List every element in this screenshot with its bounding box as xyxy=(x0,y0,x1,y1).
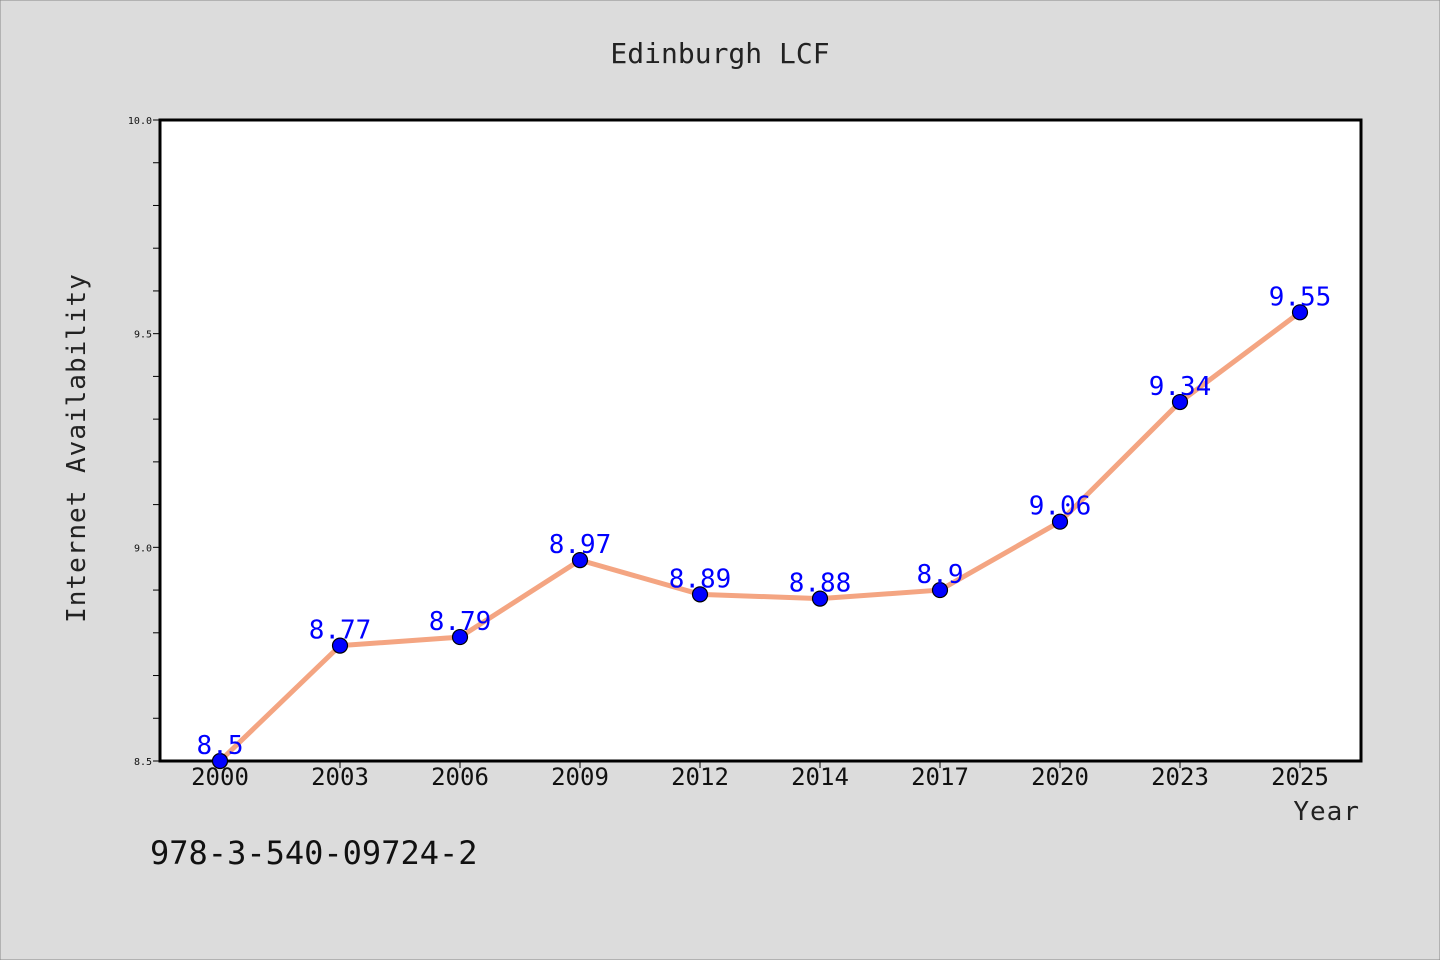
series-line xyxy=(217,309,1303,764)
data-label: 8.88 xyxy=(789,569,852,599)
data-point xyxy=(1051,513,1069,530)
data-point xyxy=(811,590,829,607)
x-tick-label: 2023 xyxy=(1151,763,1209,791)
y-tick-label: 8.5 xyxy=(134,757,152,768)
y-axis: 8.5 9.0 9.5 10.0 xyxy=(128,116,160,768)
data-label: 8.77 xyxy=(309,616,372,646)
data-point xyxy=(1171,393,1189,411)
data-label: 8.79 xyxy=(429,607,492,637)
x-tick-label: 2020 xyxy=(1031,763,1089,791)
chart-title: Edinburgh LCF xyxy=(610,37,829,70)
data-label: 8.89 xyxy=(669,564,732,594)
y-tick-label: 9.5 xyxy=(134,330,152,341)
x-tick-label: 2025 xyxy=(1271,763,1329,791)
data-point xyxy=(331,637,349,654)
plot-area xyxy=(158,118,1363,763)
data-point xyxy=(211,752,229,770)
data-label: 9.06 xyxy=(1029,492,1092,522)
series-markers xyxy=(211,304,1309,770)
footer-isbn: 978-3-540-09724-2 xyxy=(150,834,478,872)
data-point xyxy=(451,628,469,646)
x-axis-label: Year xyxy=(1293,797,1360,827)
data-point xyxy=(1291,304,1309,321)
y-tick-label: 10.0 xyxy=(128,116,152,127)
y-axis-label: Internet Availability xyxy=(62,273,92,623)
x-tick-label: 2003 xyxy=(311,763,369,791)
x-tick-label: 2009 xyxy=(551,763,609,791)
data-label: 9.34 xyxy=(1149,372,1212,402)
data-point xyxy=(691,586,709,603)
data-label: 8.5 xyxy=(197,731,244,761)
data-label: 8.97 xyxy=(549,530,612,560)
x-tick-label: 2012 xyxy=(671,763,729,791)
x-axis: 2000 2003 2006 2009 2012 2014 2017 2020 2023 2025 xyxy=(191,761,1329,791)
data-label: 8.9 xyxy=(917,560,964,590)
data-point xyxy=(931,581,949,599)
x-tick-label: 2017 xyxy=(911,763,969,791)
x-tick-label: 2006 xyxy=(431,763,489,791)
x-tick-label: 2014 xyxy=(791,763,849,791)
data-labels: 8.5 8.77 8.79 8.97 8.89 8.88 8.9 9.06 9.34 9.55 xyxy=(197,282,1332,761)
data-point xyxy=(571,552,589,569)
y-tick-label: 9.0 xyxy=(134,543,152,554)
data-label: 9.55 xyxy=(1269,282,1332,312)
